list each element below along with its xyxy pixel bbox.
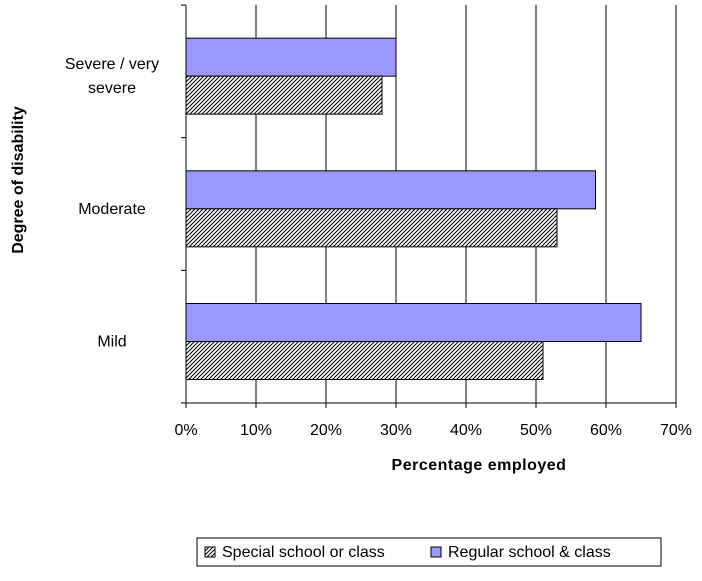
bar-special-school	[185, 208, 558, 248]
legend-swatch-special-school	[204, 546, 216, 558]
x-axis-title: Percentage employed	[392, 457, 567, 474]
x-tick-label: 30%	[380, 422, 412, 439]
legend-label-special-school: Special school or class	[222, 544, 385, 561]
bars	[185, 37, 642, 380]
x-tick-label: 40%	[450, 422, 482, 439]
legend-swatch-regular-school	[430, 546, 442, 558]
legend: Special school or class Regular school &…	[196, 537, 662, 567]
x-tick-label: 70%	[660, 422, 692, 439]
axes	[181, 4, 677, 408]
bar-special-school	[185, 341, 544, 380]
bar-special-school	[185, 75, 383, 115]
legend-label-regular-school: Regular school & class	[448, 544, 611, 561]
x-tick-label: 10%	[240, 422, 272, 439]
bar-regular-school	[185, 37, 397, 77]
y-tick-label: Severe / very severe	[65, 56, 159, 97]
x-tick-label: 20%	[310, 422, 342, 439]
y-tick-label: Mild	[97, 334, 126, 351]
legend-box	[196, 537, 662, 567]
bar-regular-school	[185, 303, 642, 342]
y-tick-label: Moderate	[78, 201, 146, 218]
x-tick-label: 50%	[520, 422, 552, 439]
tick-labels: 0% 10% 20% 30% 40% 50% 60% 70% Severe / very seve…	[65, 56, 692, 439]
y-axis-title: Degree of disability	[10, 106, 27, 254]
x-tick-label: 0%	[174, 422, 197, 439]
x-tick-label: 60%	[590, 422, 622, 439]
bar-regular-school	[185, 170, 596, 210]
